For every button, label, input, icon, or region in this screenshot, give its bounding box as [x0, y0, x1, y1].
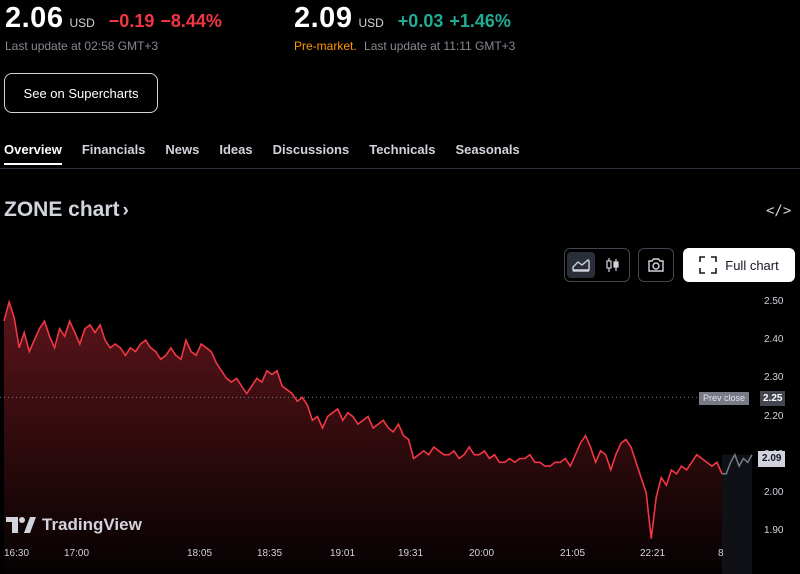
area-chart-button[interactable] [567, 252, 595, 278]
premarket-header: 2.09 USD +0.03 +1.46% [294, 2, 511, 35]
prev-close-label: Prev close [699, 392, 750, 405]
y-tick-label: 2.20 [764, 410, 784, 422]
x-tick-label: 22:21 [640, 548, 666, 559]
premarket-update: Pre-market. Last update at 11:11 GMT+3 [294, 39, 515, 53]
last-update: Last update at 02:58 GMT+3 [5, 39, 159, 53]
tab-financials[interactable]: Financials [81, 142, 146, 157]
x-tick-label: 20:00 [469, 548, 495, 559]
y-tick-label: 2.00 [764, 486, 784, 498]
chevron-right-icon: › [122, 200, 129, 221]
candles-chart-button[interactable] [599, 252, 627, 278]
price-line [3, 299, 723, 539]
camera-icon [648, 258, 664, 272]
full-chart-button[interactable]: Full chart [683, 248, 795, 282]
x-tick-label: 16:30 [4, 548, 30, 559]
tab-overview[interactable]: Overview [4, 142, 62, 165]
premarket-last-update: Last update at 11:11 GMT+3 [364, 39, 516, 53]
price-chart[interactable] [0, 290, 800, 574]
candles-icon [606, 258, 619, 272]
price-change-percent: −8.44% [160, 11, 222, 31]
x-tick-label: 18:05 [187, 548, 213, 559]
full-chart-label: Full chart [725, 257, 779, 273]
tradingview-wordmark: TradingView [42, 515, 142, 534]
tabs-divider [0, 168, 800, 169]
price-change: −0.19 [108, 11, 155, 31]
see-on-supercharts-button[interactable]: See on Supercharts [4, 73, 158, 113]
fullscreen-icon [699, 256, 718, 274]
extended-hours-shade [722, 454, 752, 574]
tab-bar: Overview Financials News Ideas Discussio… [4, 142, 520, 165]
premarket-label: Pre-market. [294, 39, 357, 53]
currency-label: USD [69, 16, 95, 30]
y-tick-label: 2.40 [764, 334, 784, 346]
x-tick-label: 8 [718, 548, 724, 559]
y-tick-label: 2.30 [764, 372, 784, 384]
area-chart-icon [572, 259, 590, 272]
tradingview-logo-icon [6, 517, 36, 533]
premarket-change-percent: +1.46% [449, 11, 511, 31]
embed-code-icon[interactable]: </> [766, 203, 792, 219]
x-tick-label: 18:35 [257, 548, 283, 559]
chart-type-switcher [564, 248, 630, 282]
tab-technicals[interactable]: Technicals [369, 142, 436, 157]
screenshot-button[interactable] [638, 248, 674, 282]
tab-seasonals[interactable]: Seasonals [455, 142, 520, 157]
premarket-change: +0.03 [397, 11, 444, 31]
x-tick-label: 21:05 [560, 548, 586, 559]
last-price-tag: 2.09 [758, 451, 786, 467]
y-tick-label: 1.90 [764, 525, 784, 536]
price-area-fill [4, 302, 722, 574]
chart-title-link[interactable]: ZONE chart › [4, 198, 129, 222]
prev-close-value: 2.25 [760, 391, 786, 406]
tab-news[interactable]: News [165, 142, 200, 157]
x-tick-label: 19:31 [398, 548, 424, 559]
chart-title: ZONE chart [4, 198, 120, 221]
quote-header: 2.06 USD −0.19 −8.44% [5, 2, 222, 35]
tab-ideas[interactable]: Ideas [219, 142, 253, 157]
y-tick-label: 2.50 [764, 296, 784, 307]
premarket-currency: USD [358, 16, 384, 30]
premarket-price: 2.09 [294, 2, 353, 34]
x-tick-label: 17:00 [64, 548, 90, 559]
last-price: 2.06 [5, 2, 64, 34]
x-tick-label: 19:01 [330, 548, 356, 559]
extended-hours-line [722, 452, 753, 475]
tradingview-logo[interactable]: TradingView [6, 515, 142, 535]
tab-discussions[interactable]: Discussions [272, 142, 350, 157]
